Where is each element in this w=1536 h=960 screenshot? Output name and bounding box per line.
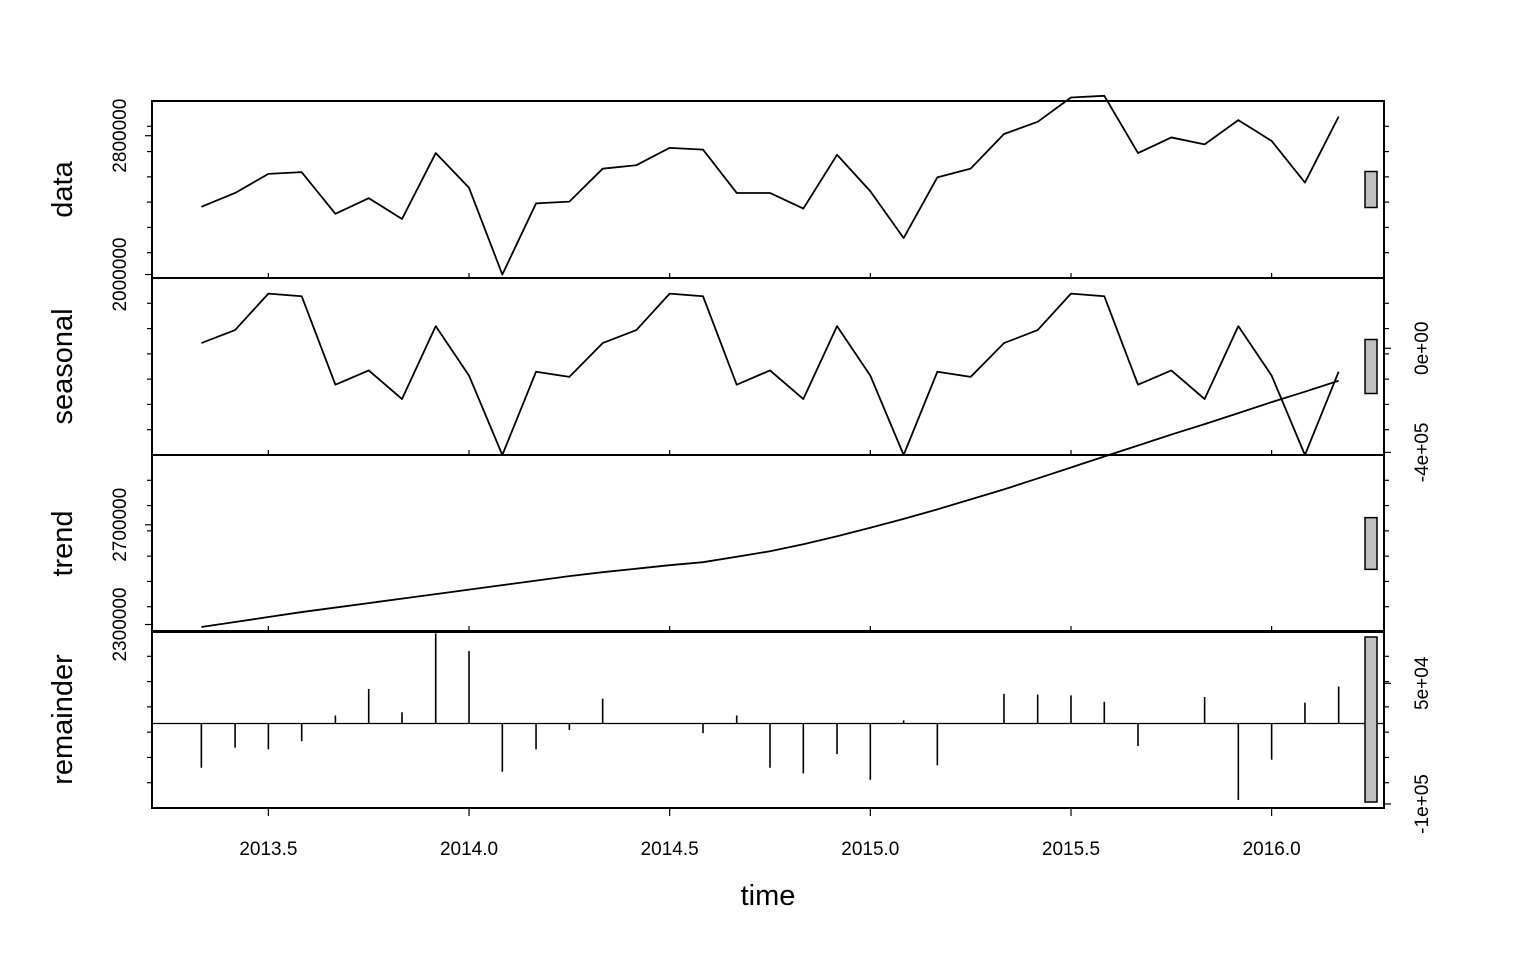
panel-label-seasonal: seasonal <box>47 308 79 424</box>
panel-frame-data <box>151 100 1385 279</box>
panel-label-data: data <box>47 160 79 217</box>
y-tick-label-data: 2800000 <box>110 99 131 173</box>
x-tick-label: 2015.0 <box>841 839 899 860</box>
y-tick-label-data: 2000000 <box>110 238 131 312</box>
panel-frame-seasonal <box>151 277 1385 456</box>
x-axis-title: time <box>741 880 796 912</box>
x-tick-label: 2013.5 <box>239 839 297 860</box>
y-tick-label-trend: 2300000 <box>110 588 131 662</box>
panel-seasonal: 0e+00 -4e+05 seasonal <box>47 277 1433 483</box>
panel-label-remainder: remainder <box>47 654 79 785</box>
panel-data: 2000000 2800000 data <box>47 94 1389 312</box>
x-tick-label: 2014.5 <box>641 839 699 860</box>
x-axis: 2013.5 2014.0 2014.5 2015.0 2015.5 2016.0 <box>239 273 1301 860</box>
panels-layer: 20000002800000data0e+00-4e+05seasonal230… <box>47 94 1433 834</box>
series-line-seasonal <box>201 292 1340 456</box>
scale-bar-data <box>1364 170 1378 209</box>
y-tick-label-right-remainder: 5e+04 <box>1412 656 1433 710</box>
series-line-trend <box>201 379 1339 628</box>
panel-remainder: 5e+04 -1e+05 remainder <box>47 630 1433 834</box>
scale-bar-trend <box>1364 516 1378 571</box>
panel-frame-trend <box>151 454 1385 633</box>
y-tick-label-right-seasonal: -4e+05 <box>1412 423 1433 483</box>
panel-frame-remainder <box>151 630 1385 809</box>
panel-label-trend: trend <box>47 510 79 576</box>
x-tick-label: 2016.0 <box>1243 839 1301 860</box>
y-tick-label-right-seasonal: 0e+00 <box>1412 322 1433 375</box>
x-tick-label: 2014.0 <box>440 839 498 860</box>
x-tick-label: 2015.5 <box>1042 839 1100 860</box>
panel-trend: 2300000 2700000 trend <box>47 379 1389 662</box>
y-tick-label-right-remainder: -1e+05 <box>1412 774 1433 834</box>
series-line-data <box>201 94 1340 276</box>
scale-bar-seasonal <box>1364 338 1378 395</box>
y-tick-label-trend: 2700000 <box>110 488 131 562</box>
scale-bar-remainder <box>1364 636 1378 803</box>
